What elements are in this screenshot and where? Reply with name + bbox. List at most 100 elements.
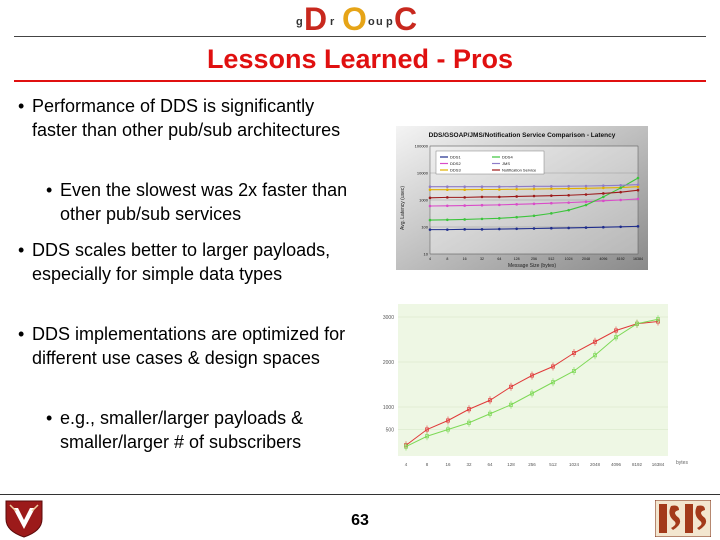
- data-point: [446, 204, 449, 208]
- data-point: [488, 398, 492, 403]
- data-point: [498, 195, 501, 199]
- data-point: [480, 228, 484, 231]
- data-point: [602, 186, 605, 190]
- x-tick-label: 64: [497, 257, 501, 261]
- slide-title: Lessons Learned - Pros: [206, 44, 514, 74]
- data-point: [404, 444, 408, 449]
- y-tick-label: 10: [424, 252, 429, 257]
- x-tick-label: 128: [514, 257, 520, 261]
- logo-glyph-icon: [669, 505, 681, 530]
- data-point: [467, 407, 471, 412]
- x-tick-label: 4: [429, 257, 431, 261]
- data-point: [463, 204, 466, 207]
- data-point: [532, 202, 536, 206]
- data-point: [446, 196, 449, 199]
- data-point: [584, 203, 588, 207]
- data-point: [656, 317, 660, 322]
- bullet-dot-icon: •: [18, 324, 25, 344]
- data-point: [463, 218, 466, 221]
- data-point: [480, 203, 484, 207]
- logo-letter-d: D: [304, 1, 328, 37]
- data-point: [532, 194, 536, 198]
- data-point: [567, 193, 570, 197]
- data-point: [428, 188, 432, 192]
- data-point: [602, 199, 605, 203]
- x-tick-label: 8192: [617, 257, 625, 261]
- v-mark-icon: [13, 508, 35, 529]
- data-point: [532, 187, 536, 191]
- data-point: [550, 187, 553, 191]
- data-point: [567, 184, 570, 188]
- data-point: [614, 328, 618, 333]
- title-underline: [14, 80, 706, 82]
- data-point: [515, 227, 518, 231]
- x-tick-label: 4096: [599, 257, 607, 261]
- x-tick-label: 2048: [590, 462, 601, 467]
- data-point: [614, 335, 618, 340]
- data-point: [584, 184, 588, 188]
- legend-label: JMS: [502, 161, 510, 166]
- x-tick-label: 4096: [611, 462, 622, 467]
- sub-bullet-item: • e.g., smaller/larger payloads & smalle…: [46, 406, 360, 454]
- logo-letter-c: C: [394, 1, 418, 37]
- data-point: [515, 195, 518, 198]
- data-point: [515, 185, 518, 188]
- bullet-text: e.g., smaller/larger payloads & smaller/…: [60, 408, 304, 452]
- x-tick-label: 8192: [632, 462, 643, 467]
- data-point: [532, 227, 536, 230]
- chart-grid: [398, 316, 668, 430]
- logo-small-letter: r: [330, 16, 335, 28]
- data-point: [572, 351, 576, 355]
- data-point: [463, 188, 466, 192]
- data-point: [463, 196, 466, 199]
- data-point: [602, 192, 605, 195]
- bullet-item: • Performance of DDS is significantly fa…: [18, 94, 362, 142]
- y-tick-label: 1000: [419, 198, 429, 203]
- y-tick-label: 500: [386, 428, 395, 434]
- y-tick-labels: 10 100 1000 10000 100000: [415, 144, 429, 257]
- logo-small-letter: u: [376, 16, 383, 28]
- bullet-text: DDS implementations are optimized for di…: [32, 324, 346, 368]
- data-point: [550, 194, 553, 197]
- data-point: [551, 380, 555, 385]
- x-tick-label: 1024: [565, 257, 573, 261]
- chart-series: [404, 315, 660, 451]
- data-point: [584, 193, 588, 196]
- sub-bullet-item: • Even the slowest was 2x faster than ot…: [46, 178, 360, 226]
- latency-comparison-chart: DDS/GSOAP/JMS/Notification Service Compa…: [396, 126, 648, 270]
- page-number: 63: [351, 512, 369, 529]
- x-tick-label: 8: [426, 462, 429, 467]
- legend-box: [435, 150, 545, 175]
- data-point: [532, 185, 536, 188]
- data-point: [619, 198, 622, 202]
- vanderbilt-logo: [5, 500, 43, 538]
- data-point: [463, 228, 466, 231]
- x-tick-label: 32: [480, 257, 484, 261]
- data-point: [498, 217, 501, 220]
- data-point: [572, 369, 576, 373]
- data-point: [532, 214, 536, 218]
- x-tick-label: 512: [549, 462, 557, 467]
- data-point: [446, 188, 449, 192]
- data-point: [480, 185, 484, 189]
- scalability-chart: 500 1000 2000 3000 4 8 16 32 64 128 256 512 1024 204…: [383, 304, 688, 467]
- data-point: [619, 184, 622, 187]
- header-divider: [14, 36, 706, 37]
- x-tick-label: 256: [528, 462, 536, 467]
- data-point: [550, 201, 553, 205]
- data-point: [530, 391, 534, 396]
- y-tick-label: 2000: [383, 360, 394, 366]
- data-point: [584, 187, 588, 190]
- y-tick-label: 10000: [417, 171, 429, 176]
- data-point: [446, 418, 450, 423]
- data-point: [602, 225, 605, 229]
- y-tick-label: 100000: [415, 144, 429, 149]
- x-tick-label: 256: [531, 257, 537, 261]
- data-point: [584, 200, 588, 204]
- data-point: [498, 188, 501, 191]
- data-point: [428, 218, 432, 222]
- logo-small-letter: p: [386, 16, 393, 28]
- bullet-dot-icon: •: [46, 408, 53, 428]
